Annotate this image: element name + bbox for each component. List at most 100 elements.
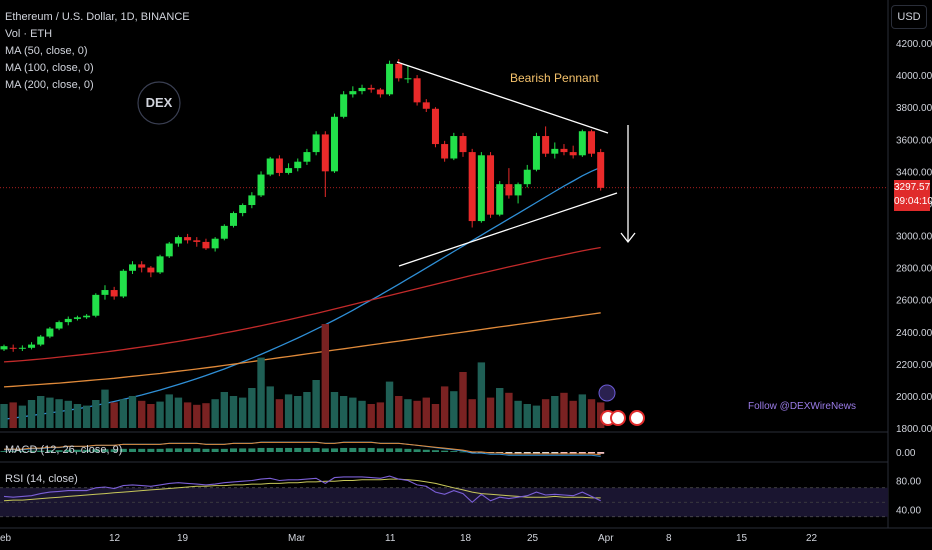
macd-histogram-bar [184,448,192,452]
macd-histogram-bar [64,449,72,452]
time-tick-label: 25 [527,533,539,544]
candle-body [285,168,293,173]
ma100-label[interactable]: MA (100, close, 0) [5,62,94,74]
pennant-lower-line [398,192,618,267]
candle-body [138,264,146,268]
macd-histogram-bar [46,450,54,452]
last-price: 3297.57 [894,182,931,193]
candle-body [294,161,302,169]
volume-bar [468,399,476,428]
rsi-tick-label: 40.00 [896,506,921,517]
macd-histogram-bar [18,451,26,452]
pennant-annotation[interactable]: Bearish Pennant [510,71,599,85]
candle-body [129,264,137,271]
price-axis: 4200.004000.003800.003600.003400.003200.… [896,39,932,435]
candle-body [230,213,237,226]
candle-body [28,344,36,348]
macd-histogram-bar [422,449,430,452]
symbol-title[interactable]: Ethereum / U.S. Dollar, 1D, BINANCE [5,11,190,23]
candle-body [422,102,430,109]
macd-histogram-bar [92,449,100,452]
macd-histogram-bar [110,449,118,452]
volume-bar [496,388,504,428]
ma50-label[interactable]: MA (50, close, 0) [5,45,88,57]
volume-bar [18,405,27,428]
volume-bar [339,396,348,428]
time-tick-label: 12 [109,533,121,544]
time-tick-label: 11 [385,533,396,544]
candle-body [349,91,357,95]
macd-histogram-bar [294,447,302,452]
candle-body [477,155,485,222]
price-tick-label: 3600.00 [896,135,932,146]
volume-bar [229,396,238,428]
macd-histogram-bar [404,448,412,452]
ma50-line [3,166,601,420]
currency-button[interactable]: USD [891,5,927,29]
candle-body [147,267,155,273]
volume-bar [119,399,128,428]
candle-body [110,290,118,297]
macd-histogram-bar [386,448,394,452]
macd-label[interactable]: MACD (12, 26, close, 9) [5,444,123,456]
volume-bar [128,396,137,428]
macd-histogram-bar [560,452,568,454]
volume-bar [541,399,550,428]
macd-histogram-bar [174,448,182,452]
macd-histogram-bar [202,448,210,452]
macd-histogram-bar [523,452,531,454]
candle-body [505,184,513,196]
macd-histogram-bar [505,452,513,454]
macd-histogram-bar [147,448,155,452]
volume-bar [486,397,495,428]
price-tick-label: 1800.00 [896,424,932,435]
volume-bar [349,397,357,428]
candle-body [193,240,201,242]
macd-histogram-bar [257,447,265,452]
rsi-label[interactable]: RSI (14, close) [5,473,78,485]
ma200-line [3,312,601,388]
volume-bar [138,400,146,428]
price-tick-label: 4200.00 [896,39,932,50]
volume-bar [193,404,201,428]
volume-bar [257,357,265,428]
lightning-event-icon [598,384,616,402]
volume-bar [551,396,559,428]
macd-histogram-bar [459,451,467,453]
candle-body [0,346,8,350]
time-tick-label: 19 [177,533,189,544]
volume-bar [312,380,320,428]
macd-histogram-bar [9,451,17,452]
volume-bar [440,386,449,428]
grid [0,0,932,529]
volume-bar [303,392,311,428]
macd-histogram-bar [312,447,320,452]
time-tick-label: eb [0,533,12,544]
volume-bar [560,392,568,428]
macd-pane: 0.00 [0,441,916,459]
macd-histogram-bar [367,447,375,452]
macd-histogram-bar [37,450,45,452]
volume-bar [9,402,17,428]
macd-histogram-bar [551,452,559,454]
macd-histogram-bar [285,447,293,452]
time-tick-label: Mar [288,533,306,544]
time-tick-label: 15 [736,533,748,544]
volume-indicator-label[interactable]: Vol · ETH [5,28,53,40]
candle-body [37,336,45,345]
macd-histogram-bar [450,451,458,452]
dex-logo-text: DEX [146,95,173,110]
chart-legend: Ethereum / U.S. Dollar, 1D, BINANCE Vol … [5,9,190,94]
macd-histogram-bar [395,448,403,452]
price-tick-label: 2400.00 [896,328,932,339]
ma200-label[interactable]: MA (200, close, 0) [5,79,94,91]
candle-body [165,243,173,257]
volume-bar [578,394,587,428]
volume-bar [431,404,440,428]
volume-bar [404,399,412,428]
volume-bar [238,397,247,428]
candle-body [330,116,338,172]
volume-bar [0,404,8,428]
candle-body [184,237,192,241]
